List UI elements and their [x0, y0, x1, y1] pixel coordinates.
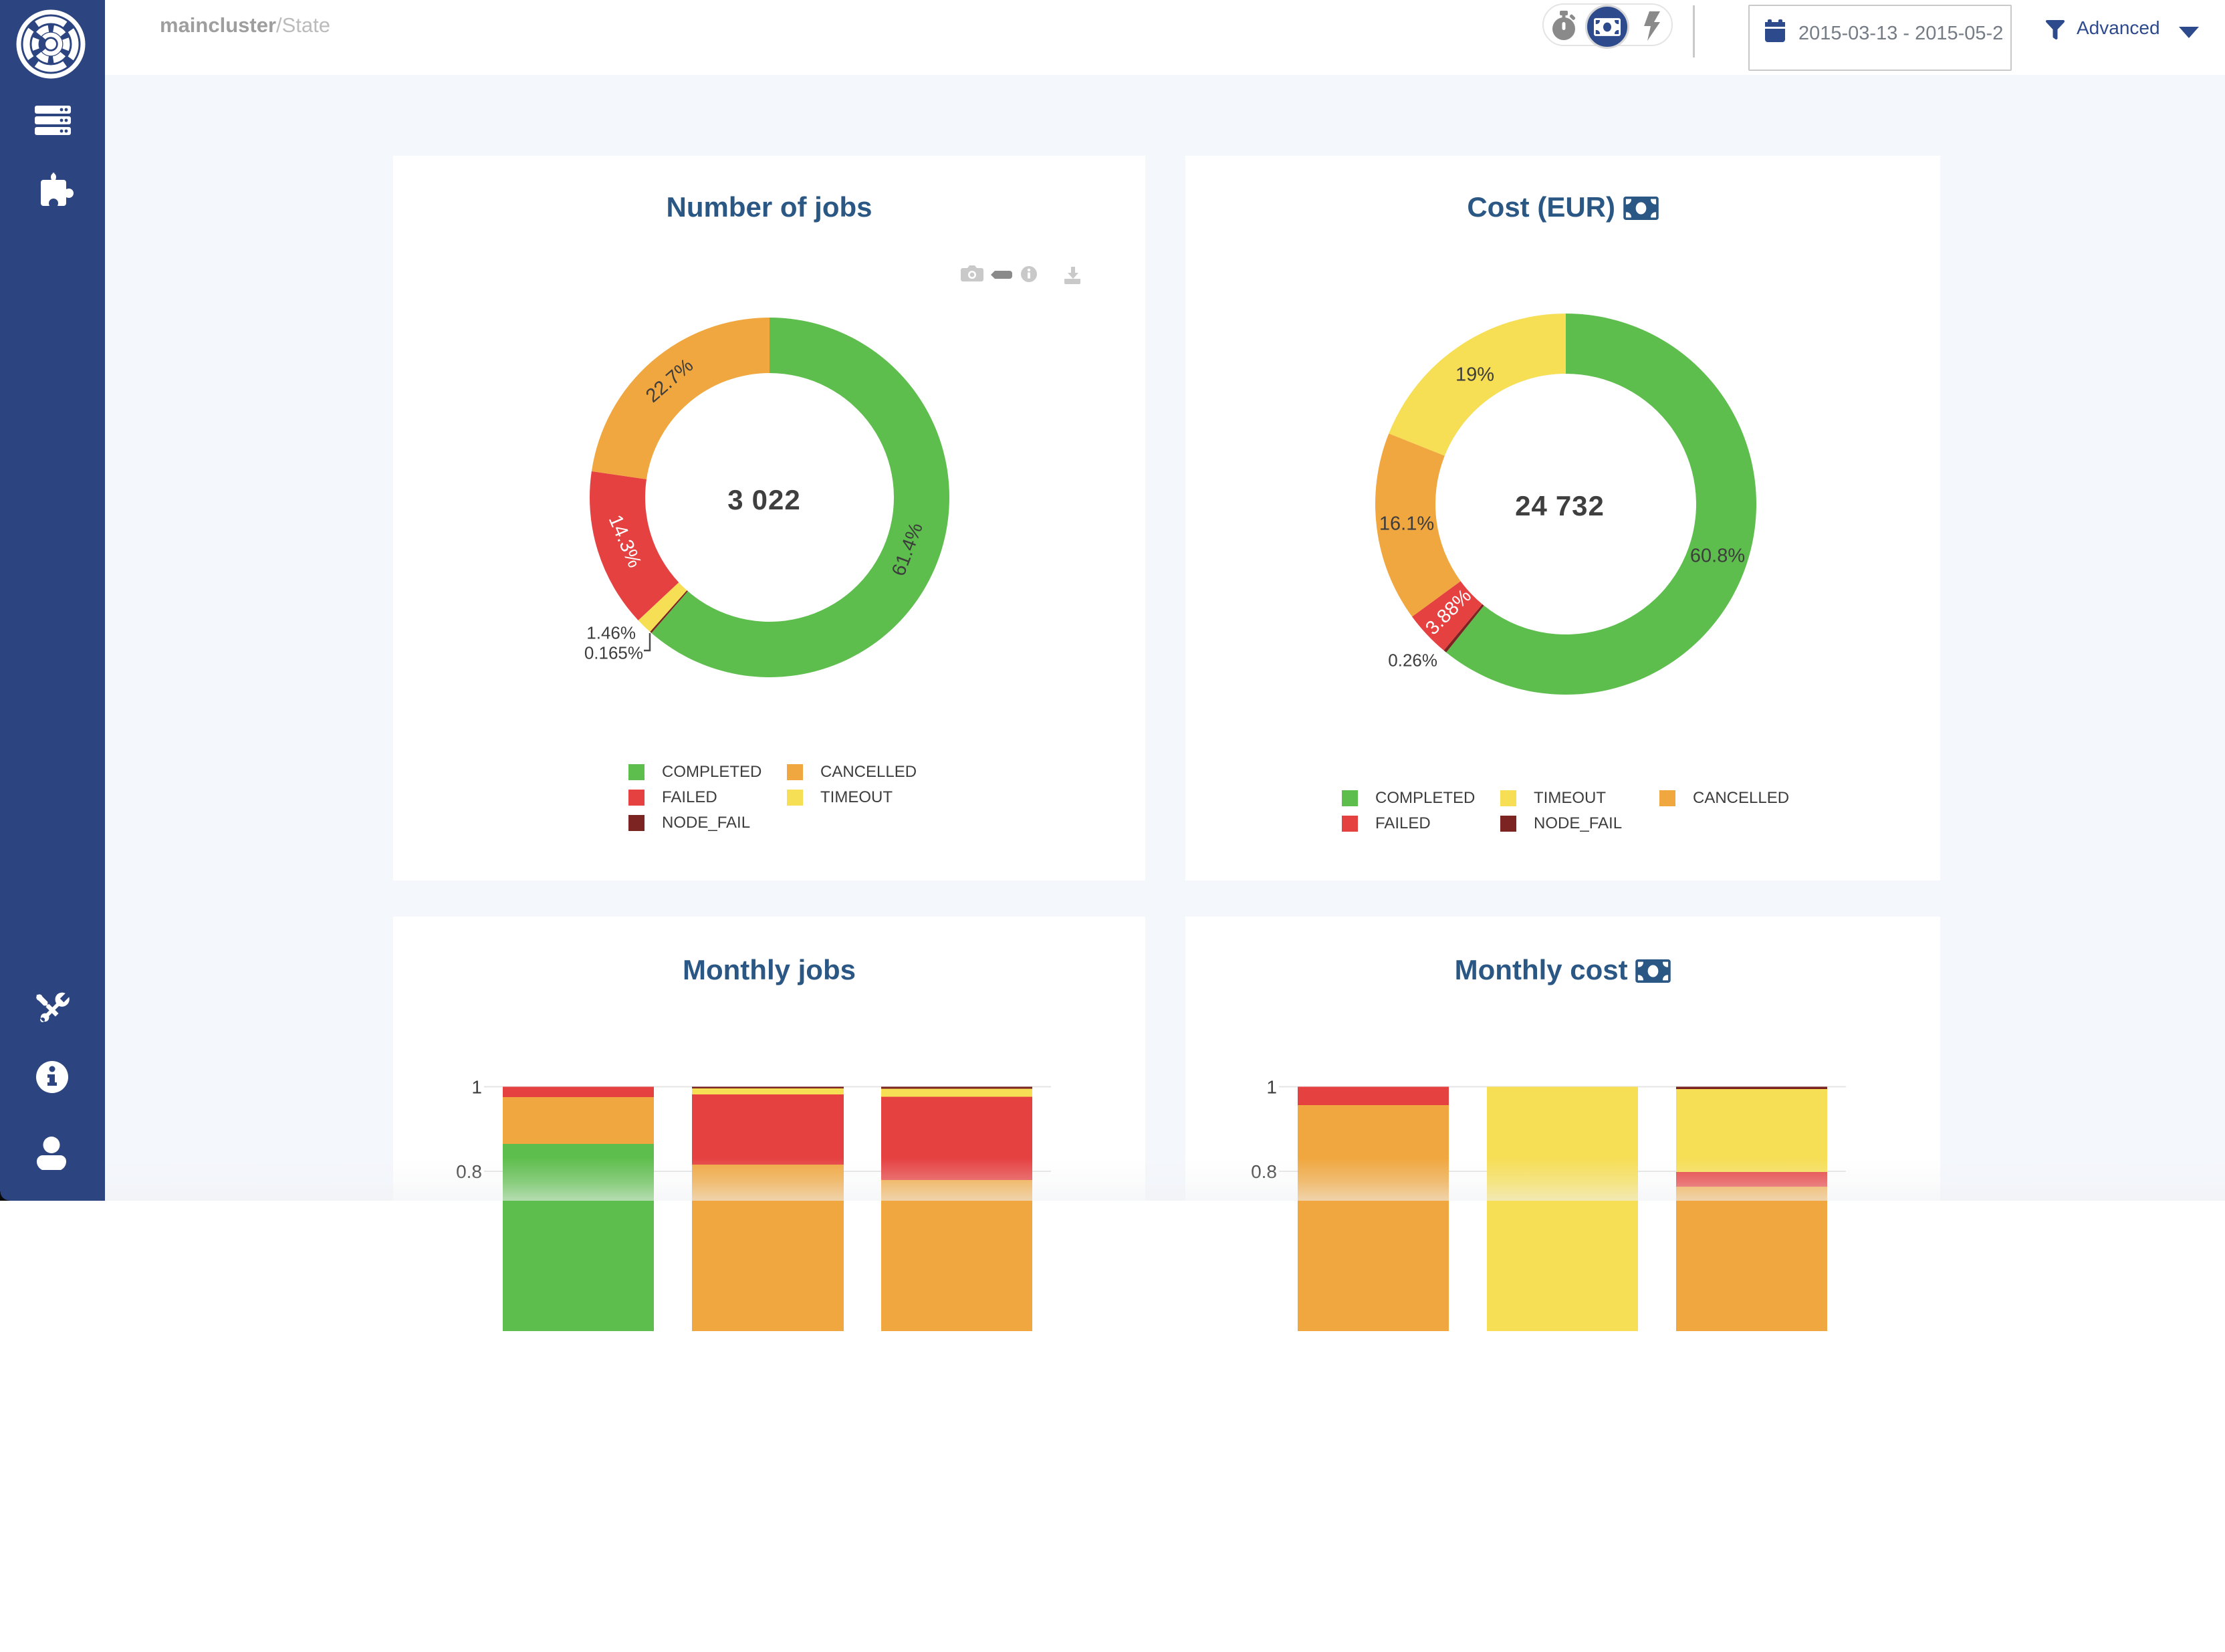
svg-text:1: 1 — [1266, 1077, 1277, 1098]
svg-text:1: 1 — [471, 1077, 482, 1098]
